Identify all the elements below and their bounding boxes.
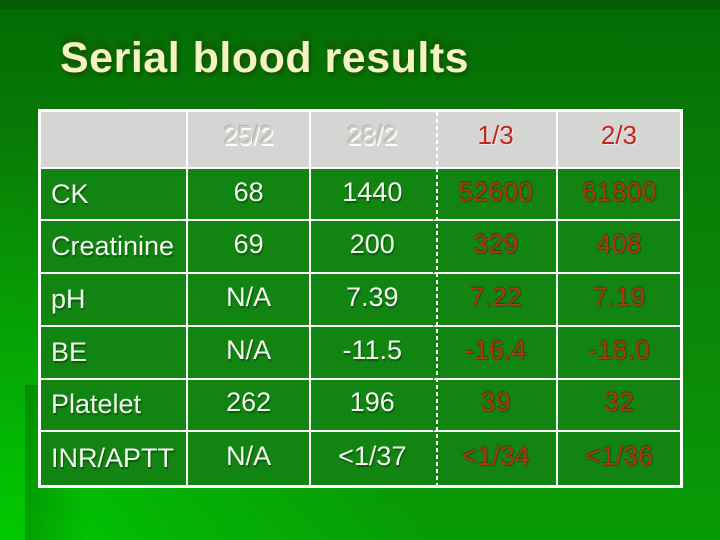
value-cell: N/A: [187, 432, 312, 485]
row-label: pH: [41, 274, 188, 327]
dashed-event-divider-line: [436, 112, 438, 485]
value-cell: 1440: [311, 168, 434, 222]
header-row: 25/2 28/2 1/3 2/3: [41, 112, 680, 169]
value-cell: <1/37: [311, 432, 434, 485]
table-row-ck: CK 68 1440 52600 61800: [41, 168, 680, 222]
value-cell: 196: [311, 379, 434, 433]
table-row-ph: pH N/A 7.39 7.22 7.19: [41, 274, 680, 327]
column-header-date-abnormal: 2/3: [557, 112, 680, 169]
value-cell-abnormal: 7.22: [433, 274, 558, 327]
row-label: BE: [41, 326, 188, 380]
value-cell-abnormal: <1/36: [557, 432, 680, 485]
value-cell: N/A: [187, 326, 312, 380]
row-label: Platelet: [41, 379, 188, 433]
value-cell: 68: [187, 168, 312, 222]
value-cell: 69: [187, 221, 312, 275]
value-cell-abnormal: 32: [557, 379, 680, 433]
row-label: Creatinine: [41, 221, 188, 275]
value-cell-abnormal: 329: [433, 221, 558, 275]
table-row-be: BE N/A -11.5 -16.4 -18.0: [41, 326, 680, 380]
value-cell: -11.5: [311, 326, 434, 380]
table-row-platelet: Platelet 262 196 39 32: [41, 379, 680, 433]
value-cell-abnormal: -18.0: [557, 326, 680, 380]
value-cell-abnormal: 408: [557, 221, 680, 275]
value-cell: N/A: [187, 274, 312, 327]
value-cell-abnormal: 39: [433, 379, 558, 433]
value-cell-abnormal: <1/34: [433, 432, 558, 485]
row-label: INR/APTT: [41, 432, 188, 485]
header-empty-cell: [41, 112, 188, 169]
table-row-inr-aptt: INR/APTT N/A <1/37 <1/34 <1/36: [41, 432, 680, 485]
value-cell: 262: [187, 379, 312, 433]
value-cell-abnormal: -16.4: [433, 326, 558, 380]
slide-title: Serial blood results: [60, 34, 470, 82]
table-row-creatinine: Creatinine 69 200 329 408: [41, 221, 680, 275]
row-label: CK: [41, 168, 188, 222]
blood-results-table: 25/2 28/2 1/3 2/3 CK 68 1440 52600 61800…: [41, 112, 680, 485]
results-table: 25/2 28/2 1/3 2/3 CK 68 1440 52600 61800…: [38, 109, 683, 488]
column-header-date: 25/2: [187, 112, 312, 169]
top-edge-band: [0, 0, 720, 9]
value-cell: 7.39: [311, 274, 434, 327]
value-cell-abnormal: 61800: [557, 168, 680, 222]
value-cell-abnormal: 7.19: [557, 274, 680, 327]
column-header-date: 28/2: [311, 112, 434, 169]
value-cell-abnormal: 52600: [433, 168, 558, 222]
value-cell: 200: [311, 221, 434, 275]
column-header-date-abnormal: 1/3: [433, 112, 558, 169]
